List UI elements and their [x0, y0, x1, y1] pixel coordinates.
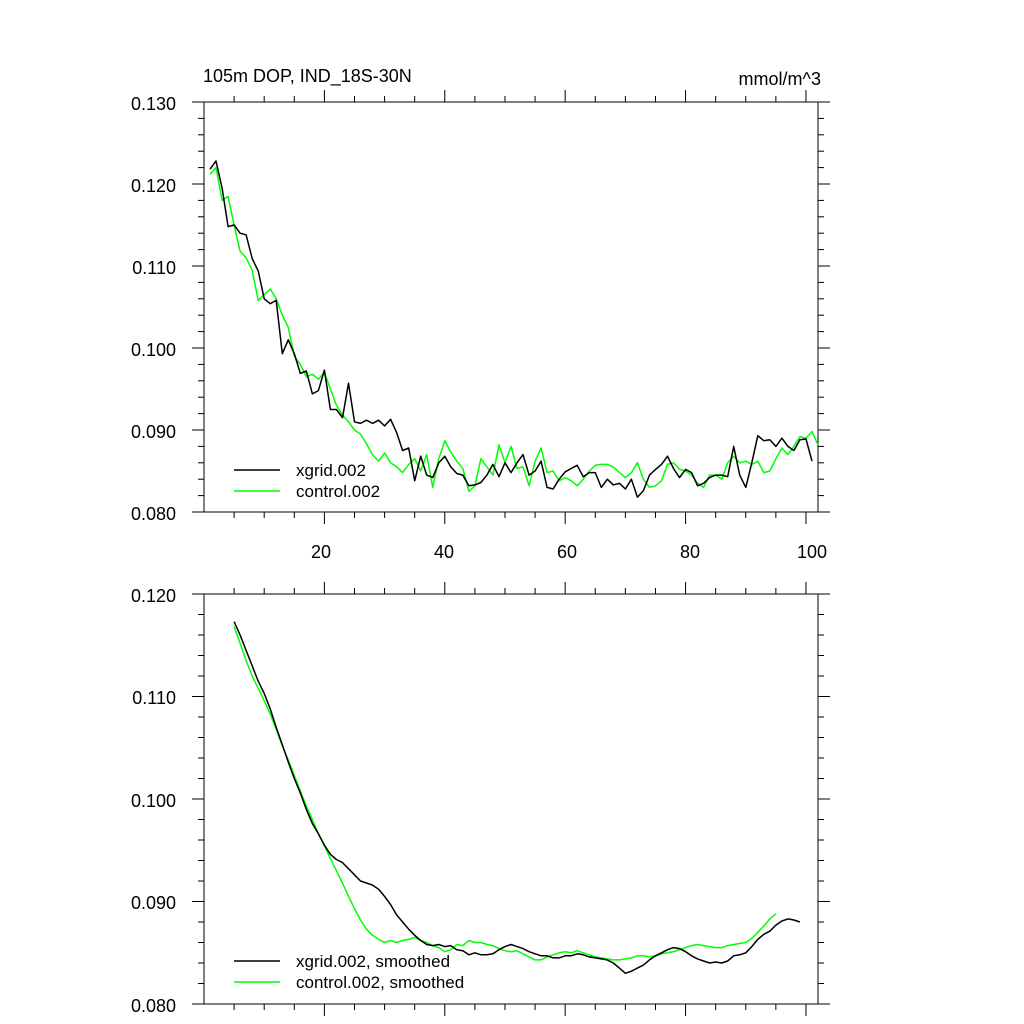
- x-tick-label: 60: [557, 542, 577, 562]
- legend-label-xgrid: xgrid.002: [296, 461, 366, 480]
- legend-label-control: control.002: [296, 482, 380, 501]
- x-tick-label: 40: [434, 542, 454, 562]
- x-tick-label: 80: [680, 542, 700, 562]
- y-tick-label: 0.090: [131, 893, 176, 913]
- series-line-control-002: [209, 166, 819, 493]
- top-chart-units: mmol/m^3: [739, 69, 821, 89]
- top-legend: xgrid.002 control.002: [234, 461, 380, 501]
- y-tick-label: 0.080: [131, 996, 176, 1016]
- x-tick-label: 20: [311, 542, 331, 562]
- series-line-xgrid-002: [209, 160, 813, 498]
- bottom-y-tick-labels: 0.080 0.090 0.100 0.110 0.120: [131, 586, 176, 1016]
- legend-label-control-smoothed: control.002, smoothed: [296, 973, 464, 992]
- bottom-plot-frame: [203, 593, 819, 1005]
- top-plot-frame: [203, 101, 819, 513]
- y-tick-label: 0.120: [131, 176, 176, 196]
- x-tick-label: 100: [797, 542, 827, 562]
- y-tick-label: 0.120: [131, 586, 176, 606]
- bottom-chart-panel: 0.080 0.090 0.100 0.110 0.120 xgrid.002,…: [131, 582, 830, 1016]
- bottom-legend: xgrid.002, smoothed control.002, smoothe…: [234, 952, 464, 992]
- top-x-tick-labels: 20 40 60 80 100: [311, 542, 827, 562]
- top-y-tick-labels: 0.080 0.090 0.100 0.110 0.120 0.130: [131, 94, 176, 524]
- top-chart-title: 105m DOP, IND_18S-30N: [203, 66, 412, 87]
- y-tick-label: 0.110: [132, 258, 176, 278]
- top-series-group: [209, 160, 819, 498]
- legend-label-xgrid-smoothed: xgrid.002, smoothed: [296, 952, 450, 971]
- y-tick-label: 0.100: [131, 791, 176, 811]
- top-tick-marks: [192, 90, 830, 524]
- top-chart-panel: 0.080 0.090 0.100 0.110 0.120 0.130 20 4…: [131, 90, 830, 562]
- bottom-tick-marks: [192, 582, 830, 1016]
- series-line-xgrid-002-smoothed: [233, 621, 801, 975]
- series-line-control-002-smoothed: [233, 626, 777, 961]
- y-tick-label: 0.110: [132, 688, 176, 708]
- bottom-series-group: [233, 621, 801, 975]
- y-tick-label: 0.090: [131, 422, 176, 442]
- y-tick-label: 0.130: [131, 94, 176, 114]
- y-tick-label: 0.080: [131, 504, 176, 524]
- y-tick-label: 0.100: [131, 340, 176, 360]
